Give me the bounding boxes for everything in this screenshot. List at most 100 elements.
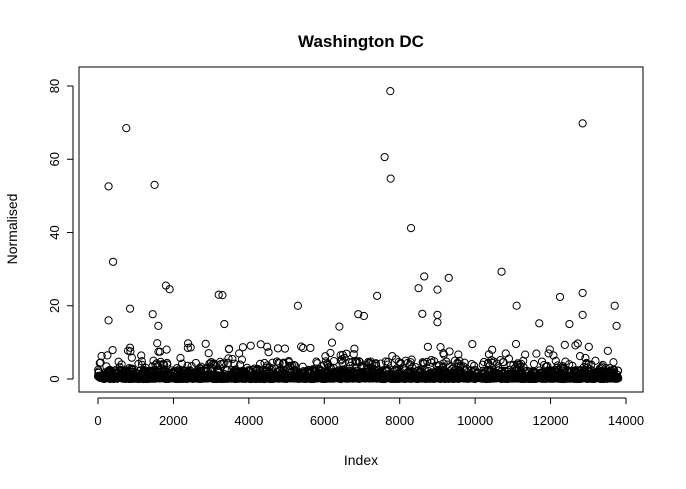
- data-point: [386, 87, 395, 96]
- x-axis: 0 2000 4000 6000 8000 10000 12000 14000: [94, 397, 644, 428]
- x-tick-label: 12000: [532, 413, 568, 428]
- data-point: [154, 347, 163, 356]
- data-point: [326, 348, 335, 358]
- data-point: [582, 358, 591, 368]
- data-point: [260, 358, 269, 368]
- data-point: [201, 339, 210, 348]
- data-point: [228, 354, 237, 364]
- data-point: [560, 340, 569, 349]
- data-point: [204, 349, 213, 358]
- data-point: [224, 354, 233, 363]
- data-point: [539, 360, 549, 370]
- data-point: [148, 310, 157, 319]
- data-point: [155, 347, 165, 356]
- data-point: [380, 152, 389, 162]
- data-point: [273, 344, 283, 353]
- data-point: [214, 290, 223, 299]
- x-tick-label: 2000: [159, 413, 188, 428]
- data-point: [584, 342, 593, 351]
- data-point: [104, 182, 113, 191]
- x-tick-label: 14000: [608, 413, 644, 428]
- data-point: [264, 348, 273, 357]
- data-point: [578, 119, 587, 128]
- x-tick-label: 8000: [385, 413, 414, 428]
- data-point: [470, 361, 479, 370]
- data-point: [578, 310, 587, 320]
- data-point: [137, 357, 146, 366]
- data-point: [414, 284, 423, 293]
- data-point: [501, 349, 510, 358]
- data-point: [571, 341, 580, 350]
- data-point: [383, 360, 392, 369]
- data-point: [549, 351, 558, 360]
- data-point: [340, 353, 349, 363]
- data-point: [137, 351, 146, 360]
- data-point: [108, 257, 118, 266]
- data-point: [468, 339, 477, 349]
- data-point: [512, 301, 521, 310]
- data-point: [350, 344, 359, 353]
- data-point: [176, 353, 185, 363]
- data-point: [237, 355, 247, 364]
- chart-title: Washington DC: [298, 32, 424, 51]
- data-point: [354, 357, 364, 366]
- x-tick-label: 0: [94, 413, 101, 428]
- data-point: [153, 339, 162, 348]
- data-point: [545, 345, 554, 354]
- data-point: [433, 318, 442, 327]
- data-point: [521, 350, 530, 359]
- data-point: [162, 345, 171, 354]
- data-point: [125, 343, 135, 352]
- data-point: [183, 361, 192, 370]
- data-point: [511, 339, 521, 349]
- data-point: [565, 319, 574, 329]
- y-tick-label: 20: [47, 299, 62, 313]
- data-point: [225, 344, 234, 353]
- x-tick-label: 10000: [457, 413, 493, 428]
- data-point: [125, 304, 135, 313]
- data-point: [591, 356, 600, 365]
- data-point: [103, 351, 112, 360]
- data-point: [114, 357, 123, 366]
- data-point: [418, 309, 427, 318]
- data-point: [529, 359, 539, 369]
- data-point: [420, 272, 429, 281]
- data-point: [573, 339, 582, 348]
- y-axis: 0 20 40 60 80: [47, 79, 74, 383]
- data-point: [293, 301, 302, 310]
- data-point: [504, 354, 514, 363]
- data-point: [246, 341, 255, 350]
- y-tick-label: 60: [47, 152, 62, 166]
- data-point: [238, 343, 248, 352]
- data-point: [603, 346, 612, 355]
- data-point: [154, 321, 163, 330]
- data-point: [183, 343, 192, 353]
- data-point: [488, 345, 497, 354]
- data-point: [497, 267, 506, 276]
- x-axis-label: Index: [344, 452, 378, 468]
- data-point: [96, 358, 105, 367]
- data-point: [407, 355, 416, 364]
- data-point: [609, 358, 618, 367]
- data-point: [220, 358, 229, 367]
- data-point: [383, 357, 393, 367]
- data-point: [312, 357, 321, 366]
- data-points: [93, 87, 623, 384]
- data-point: [263, 342, 272, 351]
- data-point: [430, 357, 439, 366]
- data-point: [97, 351, 106, 361]
- data-point: [126, 347, 135, 356]
- data-point: [488, 358, 497, 368]
- data-point: [372, 291, 382, 300]
- data-point: [290, 361, 300, 370]
- data-point: [329, 356, 339, 366]
- y-tick-label: 40: [47, 225, 62, 239]
- x-tick-label: 4000: [234, 413, 263, 428]
- data-point: [578, 288, 587, 298]
- data-point: [614, 374, 623, 383]
- data-point: [297, 342, 306, 351]
- data-point: [354, 310, 363, 319]
- y-tick-label: 0: [47, 375, 62, 382]
- data-point: [406, 224, 416, 233]
- data-point: [172, 363, 182, 373]
